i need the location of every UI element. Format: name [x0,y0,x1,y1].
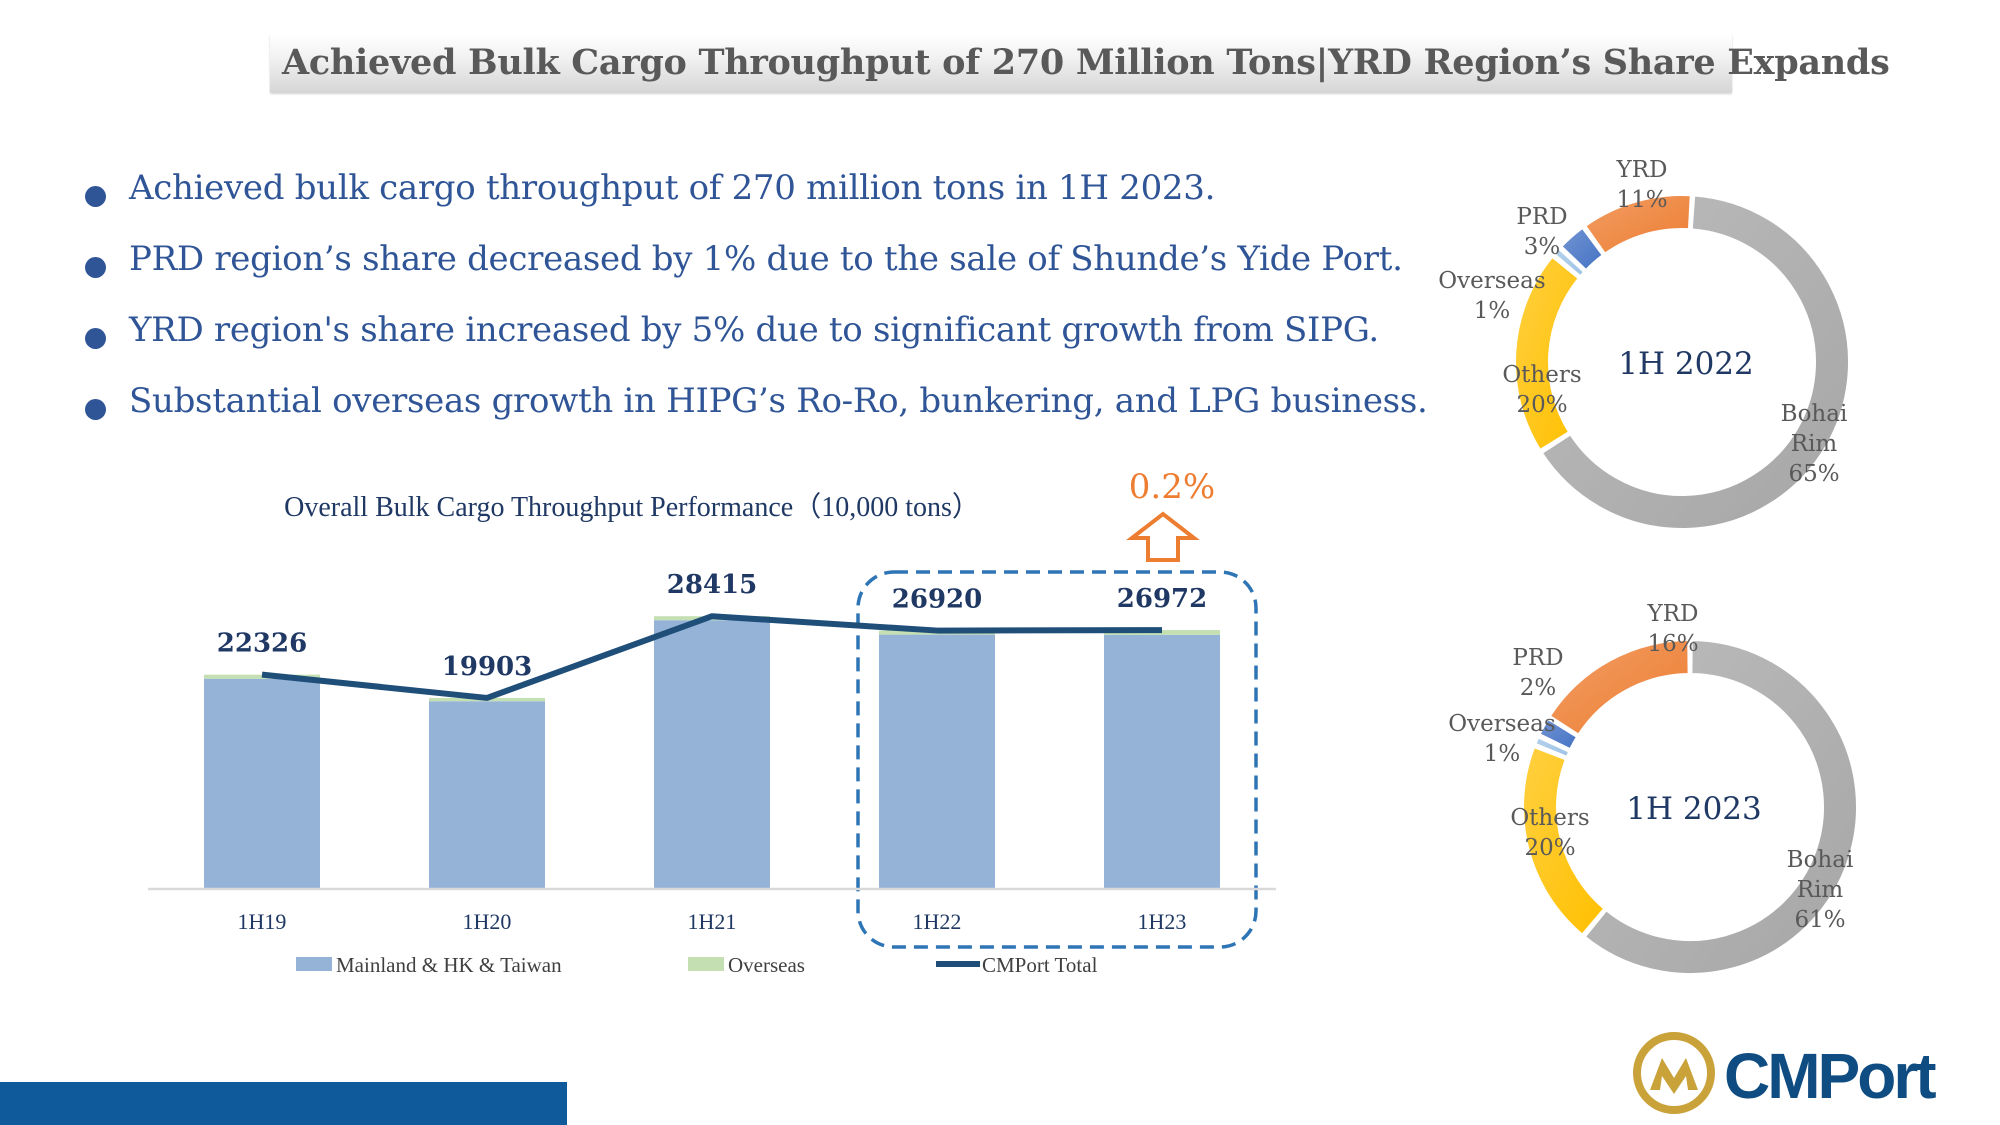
bullet-dot-icon [85,399,106,420]
bar-mainland [879,634,995,889]
slice-label-name: PRD [1512,645,1563,671]
cmport-logo: CMPort [1633,1032,1939,1114]
donut-slice-yrd [1583,194,1692,255]
donut-chart-1h2022: 1H 2022 Bohai Rim 65% Others 20% Overseas 1% PRD… [1438,157,1850,530]
donut-slice-others [1522,745,1606,936]
slice-label-name: Others [1502,362,1581,388]
slice-label-name: Rim [1791,431,1838,457]
up-arrow-icon [1126,511,1200,562]
slice-label-name: Rim [1797,877,1844,903]
data-label: 28415 [667,570,757,600]
logo-text: CMPort [1724,1040,1936,1112]
highlight-box [856,570,1258,949]
throughput-bar-chart: Overall Bulk Cargo Throughput Performanc… [148,467,1276,977]
x-tick-label: 1H19 [238,909,287,934]
donut-center-label: 1H 2023 [1626,791,1762,827]
donut-slice-bohai-rim [1540,194,1850,530]
x-tick-label: 1H22 [913,909,962,934]
bar-mainland [429,701,545,889]
slice-label-pct: 16% [1647,631,1698,657]
data-label: 26972 [1117,584,1207,614]
page-title: Achieved Bulk Cargo Throughput of 270 Mi… [282,42,1890,83]
bullet-text: Substantial overseas growth in HIPG’s Ro… [129,381,1428,421]
donut-slice-others [1514,255,1581,452]
donut-slice-overseas [1534,736,1571,759]
donut-slice-prd [1538,717,1579,751]
x-tick-label: 1H23 [1138,909,1187,934]
series-line-cmport-total [261,613,1163,701]
slice-label-pct: 1% [1484,741,1521,767]
x-tick-label: 1H21 [688,909,737,934]
slice-label-name: YRD [1647,601,1699,627]
slice-label-name: Others [1510,805,1589,831]
data-label: 26920 [892,585,982,615]
bullet-dot-icon [85,328,106,349]
data-label: 19903 [442,652,532,682]
slice-label-name: Overseas [1438,268,1545,294]
legend-swatch [688,957,724,971]
donut-center-label: 1H 2022 [1618,346,1754,382]
slice-label-pct: 2% [1520,675,1557,701]
legend-label: Overseas [728,953,805,977]
slice-label-pct: 11% [1616,187,1667,213]
bullet-text: YRD region's share increased by 5% due t… [129,310,1379,350]
x-tick-label: 1H20 [463,909,512,934]
chart-title: Overall Bulk Cargo Throughput Performanc… [284,491,980,523]
growth-annotation: 0.2% [1129,467,1215,507]
slice-label-name: Bohai [1787,847,1854,873]
bar-mainland [654,620,770,889]
donut-slice-yrd [1548,638,1690,736]
donut-slice-prd [1560,226,1605,272]
legend-label: CMPort Total [982,953,1098,977]
slice-label-name: Overseas [1448,711,1555,737]
bullet-text: PRD region’s share decreased by 1% due t… [129,239,1403,279]
slice-label-pct: 1% [1474,298,1511,324]
slice-label-pct: 65% [1788,461,1839,487]
bar-mainland [204,678,320,889]
bullet-dot-icon [85,186,106,207]
bullet-dot-icon [85,257,106,278]
bullet-text: Achieved bulk cargo throughput of 270 mi… [129,168,1216,208]
slice-label-name: Bohai [1781,401,1848,427]
donut-slice-overseas [1553,247,1586,278]
slice-label-name: PRD [1516,204,1567,230]
legend-swatch [296,957,332,971]
slice-label-pct: 3% [1524,234,1561,260]
slice-label-pct: 20% [1524,835,1575,861]
data-label: 22326 [217,629,307,659]
slice-label-pct: 61% [1794,907,1845,933]
donut-slice-bohai-rim [1583,638,1858,975]
bottom-accent-bar [0,1082,567,1125]
title-bar: Achieved Bulk Cargo Throughput of 270 Mi… [270,34,1890,92]
bar-mainland [1104,634,1220,889]
slice-label-name: YRD [1616,157,1668,183]
cmport-emblem-icon [1633,1032,1715,1114]
legend-label: Mainland & HK & Taiwan [336,953,562,977]
slice-label-pct: 20% [1516,392,1567,418]
donut-chart-1h2023: 1H 2023 Bohai Rim 61% Others 20% Overseas 1% PRD… [1448,601,1858,975]
